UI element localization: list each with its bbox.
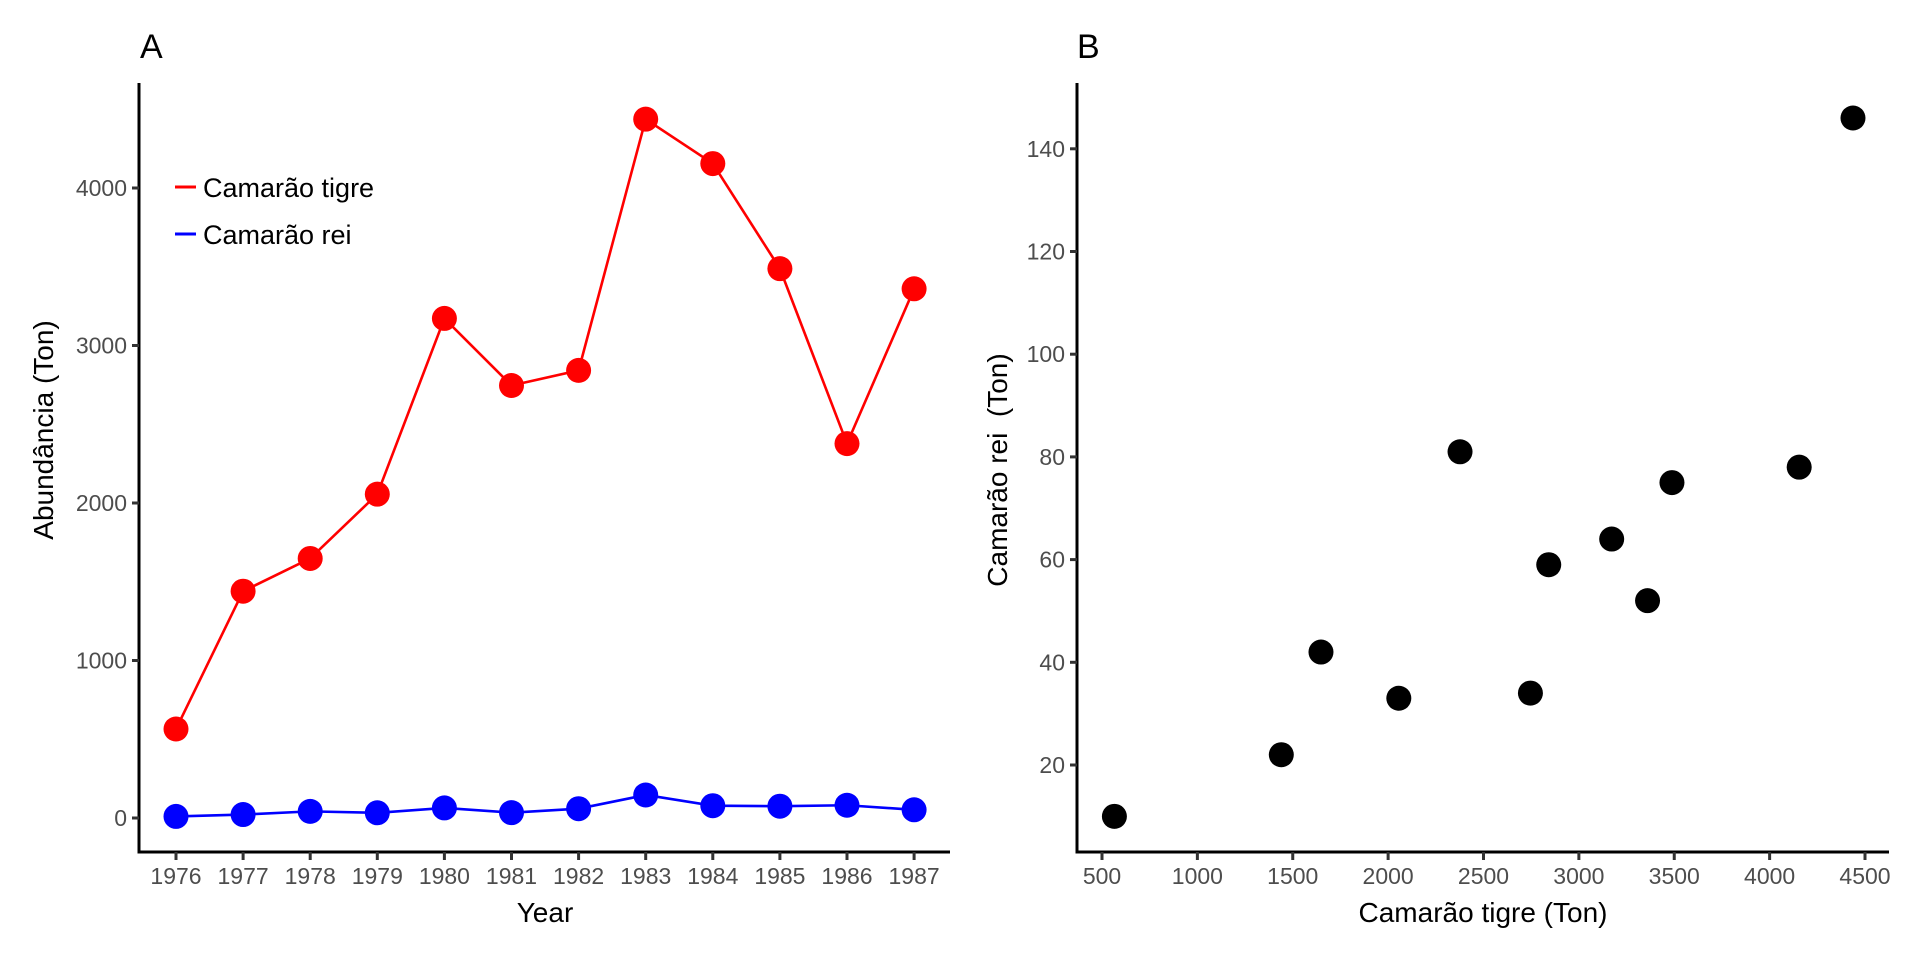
panel-a-x-tick-label: 1976: [150, 863, 201, 889]
panel-a-x-tick-label: 1984: [687, 863, 738, 889]
scatter-point: [1840, 105, 1866, 131]
panel-a-series: [163, 106, 927, 829]
panel-b-points: [1101, 105, 1866, 829]
scatter-point: [1599, 526, 1625, 552]
point-camarao-rei: [431, 795, 457, 821]
point-camarao-rei: [163, 803, 189, 829]
scatter-point: [1308, 639, 1334, 665]
panel-b-x-tick-label: 2000: [1363, 863, 1414, 889]
panel-a-tag: A: [140, 28, 163, 66]
panel-b-x-tick-label: 4500: [1839, 863, 1890, 889]
panel-a-x-tick-label: 1983: [620, 863, 671, 889]
panel-a-y-label: Abundância (Ton): [28, 320, 59, 539]
panel-b: B 20 40 60 80 100 120 140 500 1000 1500 2000 2500 3…: [982, 28, 1891, 928]
panel-b-y-tick-label: 40: [1039, 649, 1065, 675]
panel-b-y-tick-label: 140: [1027, 136, 1065, 162]
point-camarao-tigre: [163, 716, 189, 742]
point-camarao-tigre: [767, 256, 793, 282]
point-camarao-rei: [767, 793, 793, 819]
point-camarao-tigre: [431, 305, 457, 331]
panel-a-x-tick-label: 1985: [754, 863, 805, 889]
panel-b-x-ticks: 500 1000 1500 2000 2500 3000 3500 4000 4500: [1083, 852, 1891, 889]
panel-b-tag: B: [1077, 28, 1100, 66]
panel-b-x-tick-label: 500: [1083, 863, 1121, 889]
panel-a-y-tick-label: 2000: [76, 490, 127, 516]
panel-b-x-label: Camarão tigre (Ton): [1359, 897, 1608, 928]
point-camarao-rei: [566, 796, 592, 822]
legend-label-camarao-rei: Camarão rei: [203, 220, 352, 250]
panel-a-x-tick-label: 1987: [889, 863, 940, 889]
panel-a-x-tick-label: 1978: [285, 863, 336, 889]
line-camarao-rei: [175, 793, 915, 818]
panel-b-x-tick-label: 4000: [1744, 863, 1795, 889]
point-camarao-rei: [901, 797, 927, 823]
scatter-point: [1447, 439, 1473, 465]
scatter-point: [1101, 803, 1127, 829]
point-camarao-rei: [230, 802, 256, 828]
panel-a-x-tick-label: 1980: [419, 863, 470, 889]
point-camarao-tigre: [499, 373, 524, 399]
scatter-point: [1635, 588, 1661, 614]
panel-b-x-tick-label: 2500: [1458, 863, 1509, 889]
panel-a-y-tick-label: 0: [114, 805, 127, 831]
scatter-point: [1786, 454, 1812, 480]
panel-b-y-tick-label: 60: [1039, 547, 1065, 573]
panel-b-x-tick-label: 1000: [1172, 863, 1223, 889]
panel-b-y-tick-label: 120: [1027, 239, 1065, 265]
point-camarao-tigre: [700, 151, 726, 177]
panel-a-x-tick-label: 1986: [821, 863, 872, 889]
panel-b-y-tick-label: 80: [1039, 444, 1065, 470]
point-camarao-rei: [633, 782, 659, 808]
panel-a-x-tick-label: 1977: [218, 863, 269, 889]
panel-b-y-tick-label: 100: [1027, 341, 1065, 367]
scatter-point: [1536, 552, 1562, 578]
point-camarao-tigre: [364, 481, 390, 507]
panel-a-y-tick-label: 3000: [76, 333, 127, 359]
point-camarao-rei: [297, 798, 323, 824]
scatter-point: [1268, 742, 1294, 768]
panel-a-x-ticks: 1976 1977 1978 1979 1980 1981 1982 1983 1984 1985…: [150, 852, 940, 889]
point-camarao-tigre: [297, 545, 323, 571]
point-camarao-rei: [499, 800, 524, 826]
point-camarao-tigre: [834, 431, 860, 457]
panel-a-y-ticks: 0 1000 2000 3000 4000: [76, 175, 139, 831]
legend: Camarão tigre Camarão rei: [175, 173, 374, 250]
panel-a: A 0 1000 2000 3000 4000 1976 1977 1978 1979 1980…: [28, 28, 950, 928]
panel-b-x-tick-label: 3000: [1553, 863, 1604, 889]
panel-b-x-tick-label: 1500: [1267, 863, 1318, 889]
point-camarao-rei: [834, 792, 860, 818]
point-camarao-tigre: [230, 578, 256, 604]
panel-a-x-label: Year: [517, 897, 574, 928]
legend-label-camarao-tigre: Camarão tigre: [203, 173, 374, 203]
point-camarao-rei: [364, 800, 390, 826]
scatter-point: [1386, 685, 1412, 711]
panel-a-x-tick-label: 1979: [352, 863, 403, 889]
line-camarao-tigre: [174, 117, 916, 730]
scatter-point: [1659, 470, 1685, 496]
scatter-point: [1517, 680, 1543, 706]
panel-a-x-tick-label: 1982: [553, 863, 604, 889]
point-camarao-tigre: [566, 357, 592, 383]
panel-b-y-ticks: 20 40 60 80 100 120 140: [1027, 136, 1077, 778]
panel-a-y-tick-label: 4000: [76, 175, 127, 201]
panel-b-y-label: Camarão rei (Ton): [982, 353, 1013, 586]
panel-a-x-tick-label: 1981: [486, 863, 537, 889]
panel-b-x-tick-label: 3500: [1649, 863, 1700, 889]
point-camarao-tigre: [633, 106, 659, 132]
point-camarao-tigre: [901, 276, 927, 302]
panel-a-y-tick-label: 1000: [76, 648, 127, 674]
point-camarao-rei: [700, 793, 726, 819]
panel-b-y-tick-label: 20: [1039, 752, 1065, 778]
